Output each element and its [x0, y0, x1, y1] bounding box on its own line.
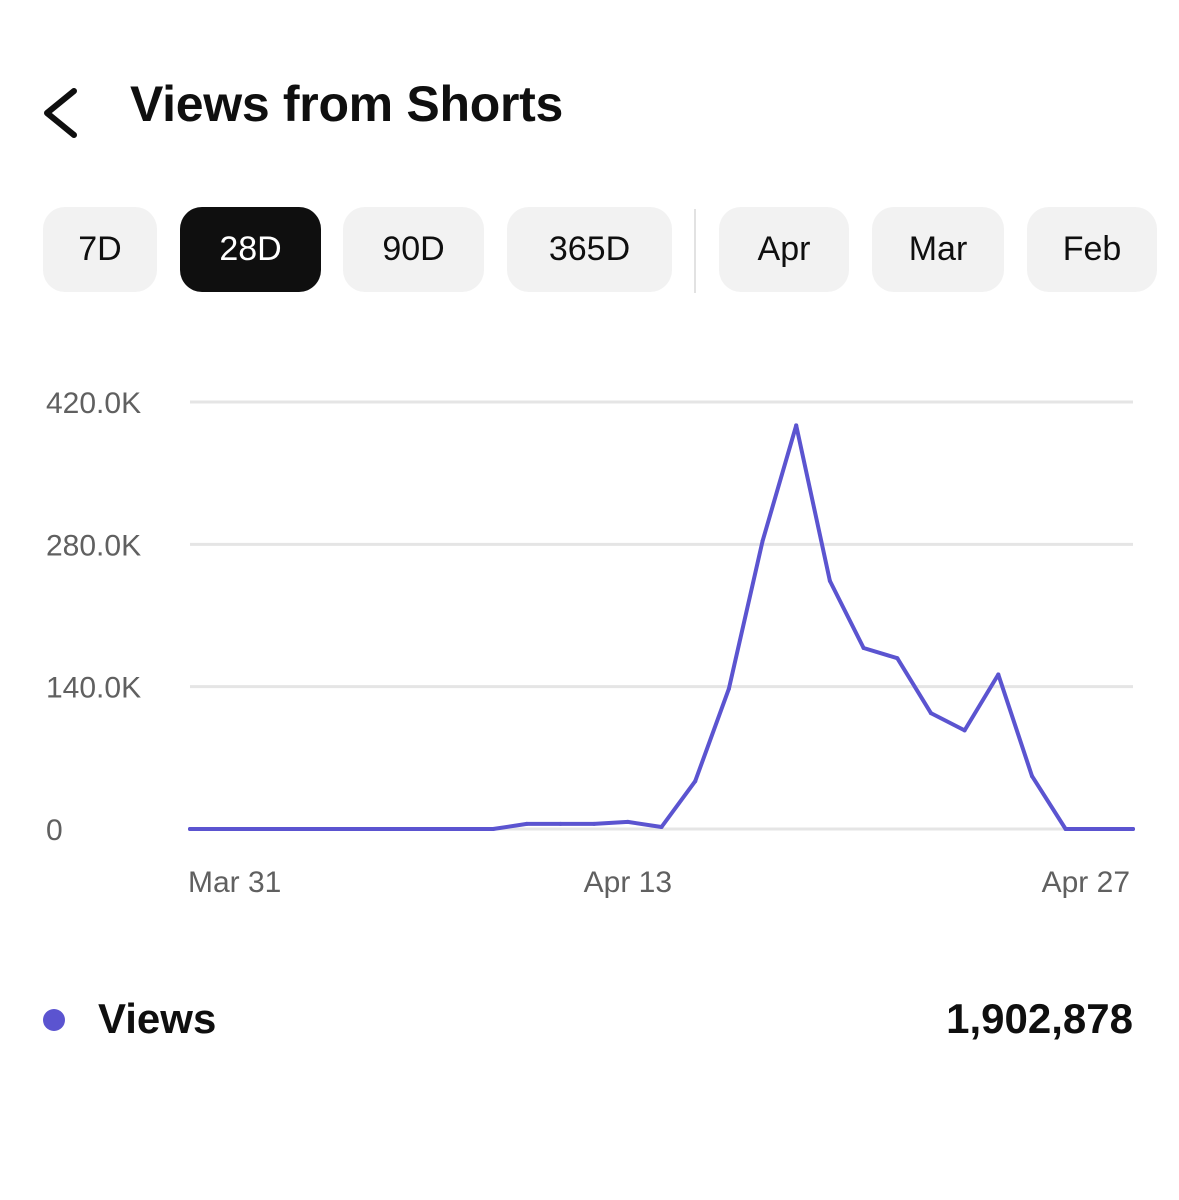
- chip-divider: [694, 209, 696, 293]
- data-point: [1097, 827, 1102, 831]
- data-point: [423, 827, 428, 831]
- y-tick-label: 0: [46, 814, 63, 847]
- x-tick-label: Mar 31: [188, 866, 281, 899]
- data-point: [1131, 827, 1135, 831]
- chevron-left-icon: [44, 88, 77, 138]
- x-tick-label: Apr 13: [584, 866, 672, 899]
- data-point: [558, 821, 563, 826]
- y-tick-label: 280.0K: [46, 529, 141, 562]
- chip-feb[interactable]: Feb: [1027, 207, 1157, 292]
- data-point: [659, 825, 664, 829]
- data-point: [289, 827, 293, 831]
- chip-apr[interactable]: Apr: [719, 207, 849, 292]
- data-point: [726, 686, 731, 691]
- back-button[interactable]: [28, 68, 98, 148]
- data-point: [928, 711, 933, 716]
- chip-mar[interactable]: Mar: [872, 207, 1004, 292]
- y-tick-label: 420.0K: [46, 387, 141, 420]
- data-point: [895, 656, 900, 661]
- data-point: [356, 827, 361, 831]
- page-title: Views from Shorts: [130, 76, 563, 132]
- chip-28d[interactable]: 28D: [180, 207, 321, 292]
- chip-90d[interactable]: 90D: [343, 207, 484, 292]
- data-point: [861, 646, 866, 650]
- data-point: [760, 539, 765, 544]
- data-point: [457, 827, 462, 831]
- x-tick-label: Apr 27: [1042, 866, 1130, 899]
- data-point: [221, 827, 226, 831]
- data-point: [962, 728, 967, 733]
- data-point: [592, 821, 597, 826]
- data-point: [188, 827, 192, 831]
- data-point: [625, 819, 630, 824]
- data-point: [827, 578, 832, 583]
- data-point: [693, 779, 698, 784]
- date-range-chips: 7D 28D 90D 365D Apr Mar Feb: [0, 207, 1179, 293]
- header: Views from Shorts: [0, 60, 1179, 150]
- data-point: [1030, 774, 1034, 779]
- data-point: [524, 821, 529, 826]
- data-point: [255, 827, 260, 831]
- legend: Views 1,902,878: [0, 985, 1179, 1055]
- views-chart: 0 140.0K 280.0K 420.0K Mar 31 Apr 13 Apr 27: [0, 360, 1179, 920]
- data-point: [491, 827, 496, 831]
- y-tick-label: 140.0K: [46, 672, 141, 705]
- data-point: [996, 672, 1001, 677]
- chip-7d[interactable]: 7D: [43, 207, 157, 292]
- total-views-value: 1,902,878: [946, 995, 1133, 1042]
- legend-label: Views: [98, 995, 217, 1042]
- chip-365d[interactable]: 365D: [507, 207, 672, 292]
- data-point: [322, 827, 327, 831]
- data-point: [1063, 827, 1068, 831]
- views-line-chart: 0 140.0K 280.0K 420.0K Mar 31 Apr 13 Apr 27: [46, 387, 1135, 899]
- legend-dot: [43, 1009, 65, 1031]
- data-point: [794, 423, 799, 428]
- data-point: [390, 827, 395, 831]
- series-line-0: [188, 423, 1135, 831]
